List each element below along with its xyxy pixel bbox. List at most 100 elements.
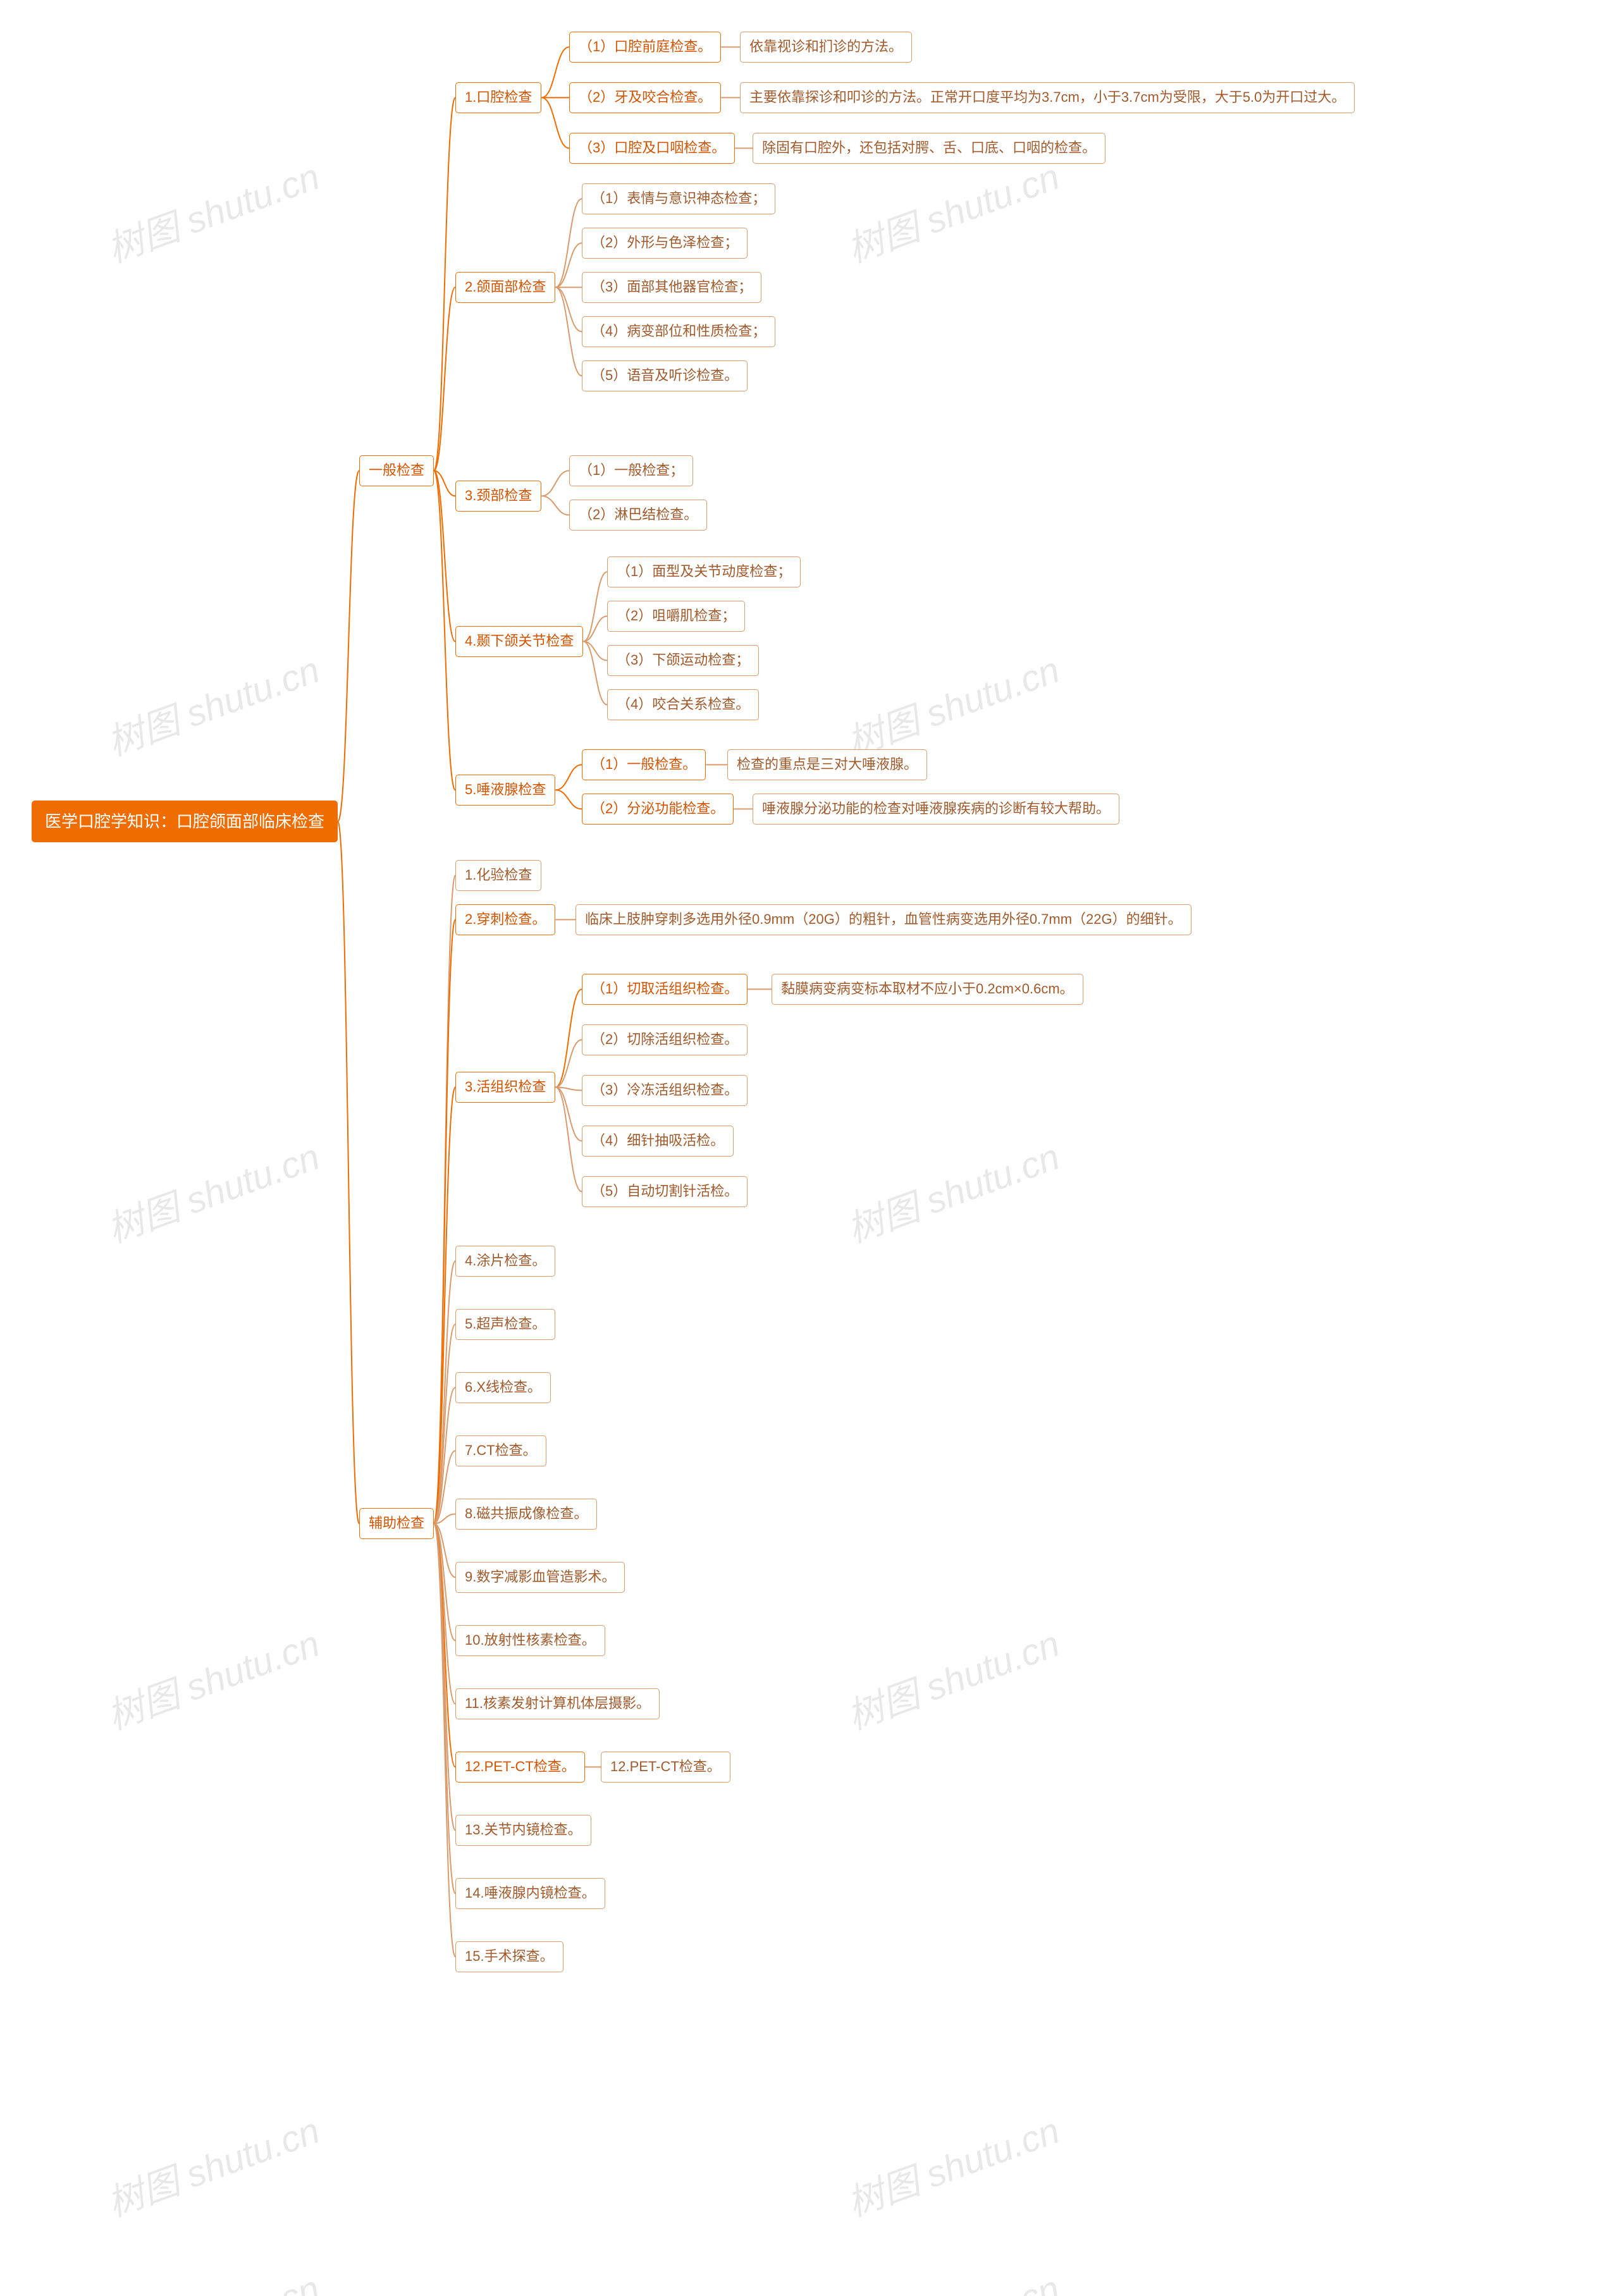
node-a1c3[interactable]: （3）口腔及口咽检查。 xyxy=(569,133,735,164)
link xyxy=(555,790,582,809)
link xyxy=(434,1451,455,1523)
watermark: 树图 shutu.cn xyxy=(839,2101,1066,2226)
node-a1c3d[interactable]: 除固有口腔外，还包括对腭、舌、口底、口咽的检查。 xyxy=(753,133,1105,164)
link xyxy=(555,243,582,287)
link xyxy=(583,616,607,641)
node-b1[interactable]: 1.化验检查 xyxy=(455,860,541,891)
node-a2c1[interactable]: （1）表情与意识神态检查； xyxy=(582,183,775,214)
node-b12[interactable]: 12.PET-CT检查。 xyxy=(455,1752,585,1783)
watermark: 树图 shutu.cn xyxy=(839,147,1066,273)
link xyxy=(434,1523,455,1830)
node-a5c2d[interactable]: 唾液腺分泌功能的检查对唾液腺疾病的诊断有较大帮助。 xyxy=(753,794,1119,825)
node-a1c2d[interactable]: 主要依靠探诊和叩诊的方法。正常开口度平均为3.7cm，小于3.7cm为受限，大于… xyxy=(740,82,1355,113)
node-a2c2[interactable]: （2）外形与色泽检查； xyxy=(582,228,748,259)
link-layer xyxy=(0,0,1619,2296)
link xyxy=(541,97,569,148)
link xyxy=(434,1523,455,1956)
node-a3c2[interactable]: （2）淋巴结检查。 xyxy=(569,500,707,531)
link xyxy=(434,919,455,1523)
node-b3c2[interactable]: （2）切除活组织检查。 xyxy=(582,1024,748,1055)
node-a2c4[interactable]: （4）病变部位和性质检查； xyxy=(582,316,775,347)
node-b14[interactable]: 14.唾液腺内镜检查。 xyxy=(455,1878,605,1909)
node-b3c5[interactable]: （5）自动切割针活检。 xyxy=(582,1176,748,1207)
node-b9[interactable]: 9.数字减影血管造影术。 xyxy=(455,1562,625,1593)
node-a3[interactable]: 3.颈部检查 xyxy=(455,481,541,512)
link xyxy=(555,1040,582,1087)
link xyxy=(434,1523,455,1577)
node-a4c4[interactable]: （4）咬合关系检查。 xyxy=(607,689,759,720)
node-b5[interactable]: 5.超声检查。 xyxy=(455,1309,555,1340)
node-a5c2[interactable]: （2）分泌功能检查。 xyxy=(582,794,734,825)
watermark: 树图 shutu.cn xyxy=(99,640,326,766)
link xyxy=(583,641,607,660)
link xyxy=(434,1523,455,1704)
link xyxy=(541,470,569,496)
node-a1c1[interactable]: （1）口腔前庭检查。 xyxy=(569,32,721,63)
node-b11[interactable]: 11.核素发射计算机体层摄影。 xyxy=(455,1688,660,1719)
node-g1[interactable]: 一般检查 xyxy=(359,455,434,486)
link xyxy=(434,1523,455,1893)
node-b13[interactable]: 13.关节内镜检查。 xyxy=(455,1815,591,1846)
link xyxy=(555,1087,582,1191)
node-b12d[interactable]: 12.PET-CT检查。 xyxy=(601,1752,730,1783)
link xyxy=(434,1514,455,1523)
link xyxy=(583,572,607,641)
node-a3c1[interactable]: （1）一般检查； xyxy=(569,455,693,486)
link xyxy=(338,821,359,1523)
link xyxy=(434,470,455,641)
watermark: 树图 shutu.cn xyxy=(839,1614,1066,1740)
link xyxy=(555,989,582,1087)
node-b3c1d[interactable]: 黏膜病变病变标本取材不应小于0.2cm×0.6cm。 xyxy=(772,974,1083,1005)
watermark: 树图 shutu.cn xyxy=(99,1614,326,1740)
node-a4[interactable]: 4.颞下颌关节检查 xyxy=(455,626,583,657)
node-a5c1d[interactable]: 检查的重点是三对大唾液腺。 xyxy=(727,749,927,780)
link xyxy=(434,287,455,470)
node-b10[interactable]: 10.放射性核素检查。 xyxy=(455,1625,605,1656)
link xyxy=(541,47,569,97)
node-a2[interactable]: 2.颌面部检查 xyxy=(455,272,555,303)
node-b7[interactable]: 7.CT检查。 xyxy=(455,1435,546,1466)
node-a4c3[interactable]: （3）下颌运动检查； xyxy=(607,645,759,676)
link xyxy=(555,199,582,287)
node-a4c1[interactable]: （1）面型及关节动度检查； xyxy=(607,556,801,587)
watermark: 树图 shutu.cn xyxy=(99,147,326,273)
node-b3[interactable]: 3.活组织检查 xyxy=(455,1072,555,1103)
node-b15[interactable]: 15.手术探查。 xyxy=(455,1941,563,1972)
node-a5c1[interactable]: （1）一般检查。 xyxy=(582,749,706,780)
node-b8[interactable]: 8.磁共振成像检查。 xyxy=(455,1499,597,1530)
link xyxy=(555,287,582,376)
node-root[interactable]: 医学口腔学知识：口腔颌面部临床检查 xyxy=(32,801,338,842)
node-g2[interactable]: 辅助检查 xyxy=(359,1508,434,1539)
node-a4c2[interactable]: （2）咀嚼肌检查； xyxy=(607,601,745,632)
watermark: 树图 shutu.cn xyxy=(839,640,1066,766)
node-a1c1d[interactable]: 依靠视诊和扪诊的方法。 xyxy=(740,32,912,63)
link xyxy=(434,97,455,470)
node-b2d[interactable]: 临床上肢肿穿刺多选用外径0.9mm（20G）的粗针，血管性病变选用外径0.7mm… xyxy=(576,904,1191,935)
node-b3c4[interactable]: （4）细针抽吸活检。 xyxy=(582,1126,734,1157)
watermark: 树图 shutu.cn xyxy=(99,1127,326,1253)
link xyxy=(434,470,455,496)
node-b3c1[interactable]: （1）切取活组织检查。 xyxy=(582,974,748,1005)
node-a2c5[interactable]: （5）语音及听诊检查。 xyxy=(582,360,748,391)
link xyxy=(541,496,569,515)
link xyxy=(555,1087,582,1090)
watermark: 树图 shutu.cn xyxy=(839,1127,1066,1253)
link xyxy=(434,1387,455,1523)
node-a5[interactable]: 5.唾液腺检查 xyxy=(455,775,555,806)
link xyxy=(338,470,359,821)
link xyxy=(555,1087,582,1141)
node-a2c3[interactable]: （3）面部其他器官检查； xyxy=(582,272,761,303)
watermark: 树图 shutu.cn xyxy=(99,2101,326,2226)
link xyxy=(434,875,455,1523)
node-a1c2[interactable]: （2）牙及咬合检查。 xyxy=(569,82,721,113)
node-b2[interactable]: 2.穿刺检查。 xyxy=(455,904,555,935)
link xyxy=(434,1087,455,1523)
node-b6[interactable]: 6.X线检查。 xyxy=(455,1372,551,1403)
node-a1[interactable]: 1.口腔检查 xyxy=(455,82,541,113)
node-b3c3[interactable]: （3）冷冻活组织检查。 xyxy=(582,1075,748,1106)
node-b4[interactable]: 4.涂片检查。 xyxy=(455,1246,555,1277)
link xyxy=(555,287,582,331)
link xyxy=(434,1523,455,1767)
link xyxy=(434,1324,455,1523)
link xyxy=(434,1261,455,1523)
